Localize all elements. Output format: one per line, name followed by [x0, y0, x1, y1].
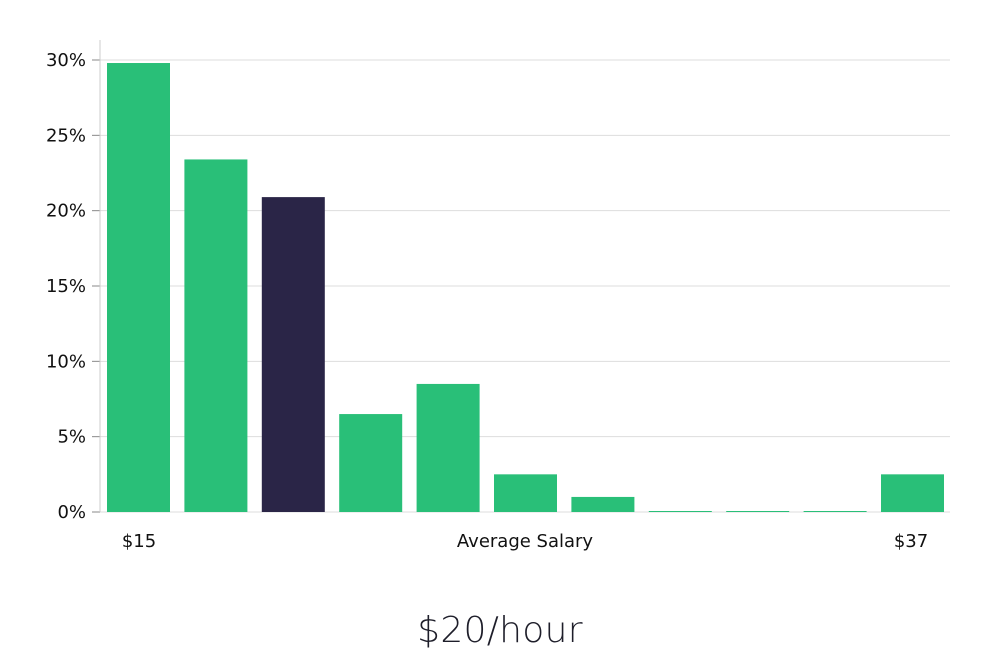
- bar: [339, 414, 403, 512]
- bar: [184, 159, 248, 512]
- bar: [881, 474, 944, 512]
- y-tick-label: 30%: [46, 50, 86, 71]
- x-axis-title: Average Salary: [457, 531, 594, 552]
- bar: [494, 474, 557, 512]
- y-tick-label: 25%: [46, 125, 86, 146]
- bar-highlighted: [261, 197, 325, 512]
- x-axis-min-label: $15: [122, 531, 156, 552]
- bar: [416, 383, 480, 512]
- bars: [107, 63, 944, 512]
- x-axis-max-label: $37: [894, 531, 928, 552]
- y-tick-label: 0%: [57, 502, 86, 523]
- bar: [107, 63, 170, 512]
- bar: [726, 511, 790, 512]
- y-tick-label: 10%: [46, 351, 86, 372]
- bar: [803, 511, 867, 512]
- average-salary-headline: $20/hour: [417, 610, 583, 651]
- salary-histogram: 0% 5% 10% 15% 20% 25% 30% $15 Average Salary $…: [46, 40, 950, 552]
- y-tick-label: 20%: [46, 201, 86, 222]
- y-tick-label: 5%: [57, 427, 86, 448]
- bar: [648, 511, 712, 512]
- y-tick-label: 15%: [46, 276, 86, 297]
- bar: [571, 496, 635, 512]
- y-axis-ticks: 0% 5% 10% 15% 20% 25% 30%: [46, 50, 100, 523]
